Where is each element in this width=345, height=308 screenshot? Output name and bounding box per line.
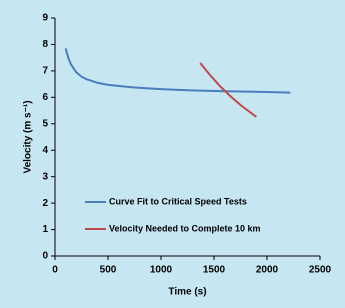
x-tick-label: 2500 bbox=[309, 265, 332, 276]
x-tick-label: 1000 bbox=[150, 265, 173, 276]
x-tick-label: 500 bbox=[100, 265, 117, 276]
y-tick-label: 2 bbox=[42, 198, 48, 209]
legend-label: Curve Fit to Critical Speed Tests bbox=[109, 196, 247, 206]
y-tick-label: 1 bbox=[42, 224, 48, 235]
y-tick-label: 0 bbox=[42, 251, 48, 262]
y-axis-title: Velocity (m s⁻¹) bbox=[23, 100, 34, 173]
y-tick-label: 5 bbox=[42, 118, 48, 129]
y-tick-label: 8 bbox=[42, 39, 48, 50]
x-tick-label: 2000 bbox=[256, 265, 279, 276]
y-tick-label: 3 bbox=[42, 171, 48, 182]
y-tick-label: 7 bbox=[42, 66, 48, 77]
series-line bbox=[199, 62, 257, 118]
x-tick-label: 1500 bbox=[203, 265, 226, 276]
y-tick-label: 9 bbox=[42, 13, 48, 24]
series-line bbox=[64, 48, 291, 94]
x-tick-label: 0 bbox=[52, 265, 58, 276]
y-tick-label: 4 bbox=[42, 145, 48, 156]
y-tick-label: 6 bbox=[42, 92, 48, 103]
legend-label: Velocity Needed to Complete 10 km bbox=[109, 223, 261, 233]
x-axis-title: Time (s) bbox=[168, 287, 206, 298]
